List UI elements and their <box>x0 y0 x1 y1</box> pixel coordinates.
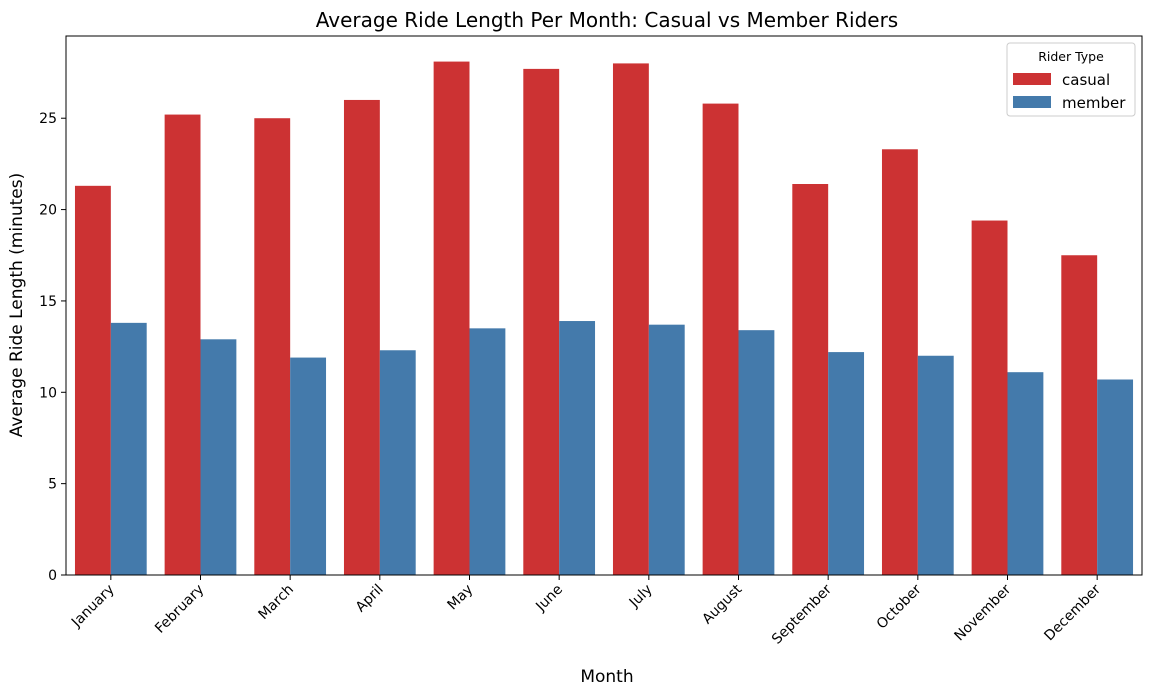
y-tick-label: 15 <box>39 294 57 310</box>
bar-casual-february <box>164 114 201 575</box>
x-axis-label: Month <box>580 667 633 687</box>
legend: Rider Type casual member <box>1006 42 1136 117</box>
bar-casual-january <box>74 185 111 575</box>
x-tick-label: February <box>152 582 207 637</box>
y-tick-label: 10 <box>39 385 57 401</box>
bar-member-june <box>559 321 596 575</box>
bar-casual-october <box>881 149 918 575</box>
x-tick-label: December <box>1041 581 1104 644</box>
y-tick-label: 0 <box>48 568 57 584</box>
x-tick-label: November <box>952 581 1015 644</box>
chart-title: Average Ride Length Per Month: Casual vs… <box>316 8 898 32</box>
bar-member-august <box>738 330 775 575</box>
bar-member-november <box>1007 372 1044 575</box>
y-axis: 0 5 10 15 20 25 <box>39 111 66 584</box>
x-tick-label: September <box>769 581 835 647</box>
bar-member-april <box>379 350 416 575</box>
bar-member-january <box>110 322 147 575</box>
x-tick-label: January <box>68 582 118 632</box>
x-tick-label: May <box>445 582 477 614</box>
bar-member-december <box>1097 379 1134 575</box>
x-axis: January February March April May June July Augu… <box>68 575 1104 648</box>
bar-member-february <box>200 339 237 575</box>
legend-swatch-member <box>1013 96 1051 108</box>
bar-casual-august <box>702 103 739 575</box>
bar-member-march <box>290 357 327 575</box>
y-tick-label: 20 <box>39 203 57 219</box>
y-tick-label: 5 <box>48 477 57 493</box>
bar-casual-december <box>1061 255 1098 575</box>
x-tick-label: April <box>353 582 387 616</box>
bars-group <box>74 61 1134 576</box>
x-tick-label: June <box>532 582 566 616</box>
x-tick-label: July <box>626 582 656 612</box>
bar-member-july <box>648 324 685 575</box>
y-axis-label: Average Ride Length (minutes) <box>7 173 27 438</box>
bar-casual-april <box>343 99 380 575</box>
x-tick-label: March <box>255 582 296 623</box>
y-tick-label: 25 <box>39 111 57 127</box>
bar-casual-june <box>523 68 560 575</box>
bar-casual-may <box>433 61 470 575</box>
bar-member-october <box>917 355 954 575</box>
bar-casual-march <box>254 118 291 575</box>
x-tick-label: October <box>874 581 925 632</box>
bar-member-may <box>469 328 506 575</box>
bar-member-september <box>828 352 865 575</box>
plot-frame <box>65 35 1143 576</box>
legend-swatch-casual <box>1013 73 1051 85</box>
legend-label-casual: casual <box>1062 71 1110 89</box>
x-tick-label: August <box>699 581 745 627</box>
bar-casual-july <box>612 63 649 575</box>
bar-casual-september <box>792 184 829 575</box>
legend-title: Rider Type <box>1038 49 1104 64</box>
bar-casual-november <box>971 220 1008 576</box>
legend-label-member: member <box>1062 94 1126 112</box>
